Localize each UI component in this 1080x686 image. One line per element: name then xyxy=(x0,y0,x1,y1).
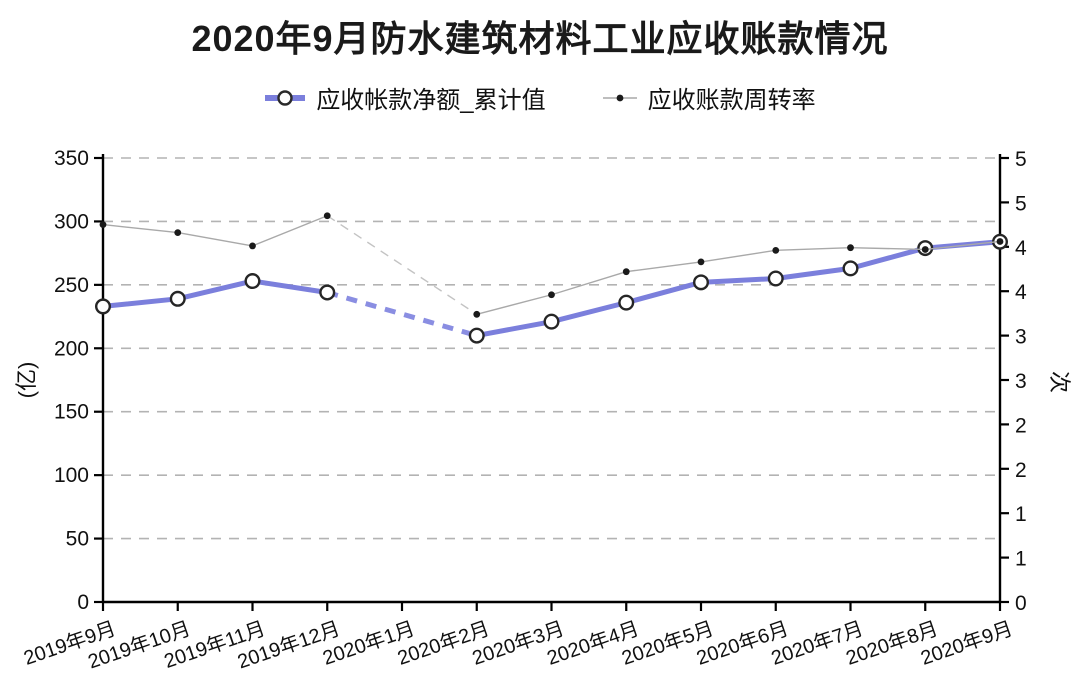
chart-title: 2020年9月防水建筑材料工业应收账款情况 xyxy=(191,18,889,59)
legend-label: 应收账款周转率 xyxy=(647,87,816,114)
svg-text:3: 3 xyxy=(1015,326,1027,349)
svg-text:1: 1 xyxy=(1015,548,1027,571)
legend-label: 应收帐款净额_累计值 xyxy=(316,87,546,114)
svg-text:300: 300 xyxy=(54,210,89,233)
svg-text:100: 100 xyxy=(54,464,89,487)
svg-text:200: 200 xyxy=(54,337,89,360)
left-axis: 0 50 100 150 200 250 300 350 (亿) xyxy=(14,147,103,614)
series-turnover-rate xyxy=(99,212,1004,318)
svg-text:250: 250 xyxy=(54,274,89,297)
svg-text:5: 5 xyxy=(1015,192,1027,215)
svg-text:5: 5 xyxy=(1015,148,1027,171)
svg-text:2: 2 xyxy=(1015,414,1027,437)
right-axis-unit-label: 次 xyxy=(1047,371,1072,393)
x-axis: 2019年9月2019年10月2019年11月2019年12月2020年1月20… xyxy=(21,602,1016,673)
svg-text:0: 0 xyxy=(1015,592,1027,615)
series-net-receivables xyxy=(94,233,1009,344)
svg-text:3: 3 xyxy=(1015,370,1027,393)
line-dot-marker-icon xyxy=(602,94,637,101)
svg-text:4: 4 xyxy=(1015,237,1027,260)
gridlines xyxy=(103,157,1000,540)
svg-text:2: 2 xyxy=(1015,459,1027,482)
svg-text:50: 50 xyxy=(66,528,89,551)
right-axis: 0 1 1 2 2 3 3 4 4 5 5 次 xyxy=(1000,148,1072,615)
line-circle-marker-icon xyxy=(265,89,306,106)
svg-text:0: 0 xyxy=(77,591,89,614)
left-axis-unit-label: (亿) xyxy=(14,362,39,399)
legend-entry-turnover-rate: 应收账款周转率 xyxy=(602,80,816,115)
svg-text:1: 1 xyxy=(1015,503,1027,526)
legend-entry-net-receivables: 应收帐款净额_累计值 xyxy=(264,80,546,115)
svg-text:4: 4 xyxy=(1015,281,1027,304)
svg-text:150: 150 xyxy=(54,401,89,424)
legend: 应收帐款净额_累计值 应收账款周转率 xyxy=(0,80,1080,115)
svg-text:350: 350 xyxy=(54,147,89,170)
